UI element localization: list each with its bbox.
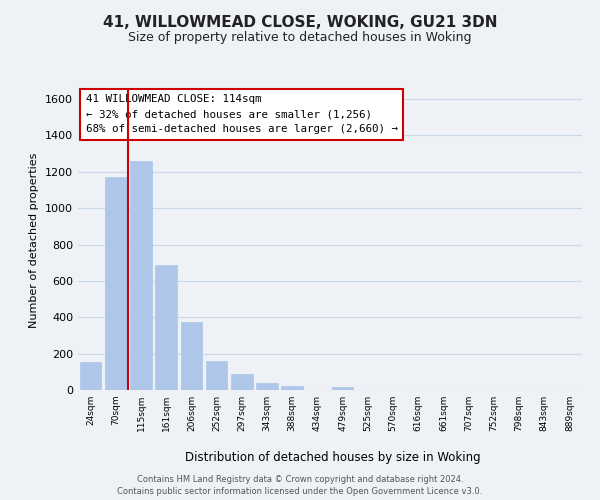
Bar <box>80 362 101 390</box>
Bar <box>181 322 202 390</box>
Y-axis label: Number of detached properties: Number of detached properties <box>29 152 40 328</box>
Bar <box>155 266 177 390</box>
Text: Distribution of detached houses by size in Woking: Distribution of detached houses by size … <box>185 451 481 464</box>
Bar <box>256 384 278 390</box>
Bar <box>332 388 353 390</box>
Text: 41, WILLOWMEAD CLOSE, WOKING, GU21 3DN: 41, WILLOWMEAD CLOSE, WOKING, GU21 3DN <box>103 15 497 30</box>
Bar <box>231 374 253 390</box>
Text: Contains HM Land Registry data © Crown copyright and database right 2024.: Contains HM Land Registry data © Crown c… <box>137 476 463 484</box>
Bar <box>206 360 227 390</box>
Bar <box>130 162 152 390</box>
Text: 41 WILLOWMEAD CLOSE: 114sqm
← 32% of detached houses are smaller (1,256)
68% of : 41 WILLOWMEAD CLOSE: 114sqm ← 32% of det… <box>86 94 398 134</box>
Text: Size of property relative to detached houses in Woking: Size of property relative to detached ho… <box>128 31 472 44</box>
Text: Contains public sector information licensed under the Open Government Licence v3: Contains public sector information licen… <box>118 486 482 496</box>
Bar <box>281 386 303 390</box>
Bar <box>105 178 127 390</box>
